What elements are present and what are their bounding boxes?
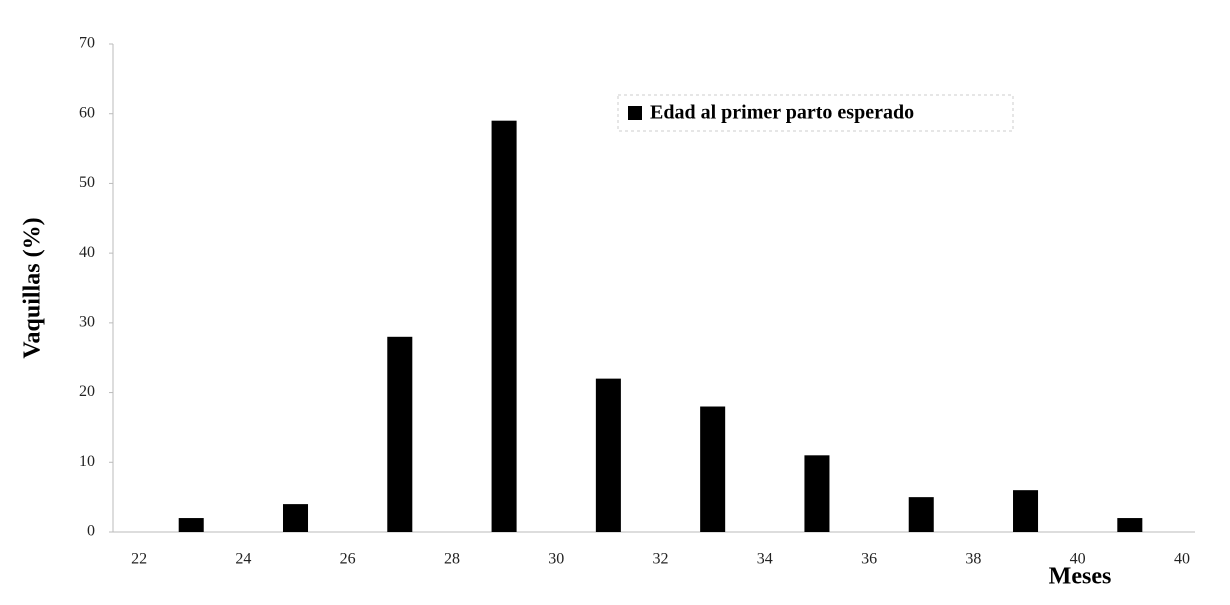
bar xyxy=(804,455,830,532)
x-tick-label: 32 xyxy=(653,551,669,568)
x-tick-label: 28 xyxy=(444,551,460,568)
x-tick-label: 34 xyxy=(757,551,773,568)
x-tick-label: 24 xyxy=(235,551,251,568)
x-tick-label: 22 xyxy=(131,551,147,568)
bar xyxy=(1117,518,1143,532)
bar xyxy=(387,336,413,532)
bar xyxy=(700,406,726,532)
legend-label: Edad al primer parto esperado xyxy=(650,102,914,124)
y-tick-label: 10 xyxy=(79,453,95,470)
x-tick-label: 40 xyxy=(1174,551,1190,568)
y-tick-label: 40 xyxy=(79,244,95,261)
y-tick-label: 20 xyxy=(79,383,95,400)
x-tick-label: 38 xyxy=(965,551,981,568)
x-tick-label: 36 xyxy=(861,551,877,568)
x-tick-label: 30 xyxy=(548,551,564,568)
y-tick-label: 0 xyxy=(87,523,95,540)
x-tick-label: 26 xyxy=(340,551,356,568)
bar xyxy=(595,378,621,532)
y-tick-label: 30 xyxy=(79,314,95,331)
x-tick-label: 40 xyxy=(1070,551,1086,568)
y-tick-label: 60 xyxy=(79,104,95,121)
legend-swatch xyxy=(628,106,642,120)
bar xyxy=(908,497,934,532)
bar xyxy=(491,120,517,532)
y-tick-label: 50 xyxy=(79,174,95,191)
bar xyxy=(1013,490,1039,532)
x-axis-title: Meses xyxy=(1049,564,1112,590)
bar xyxy=(282,504,309,532)
bar xyxy=(178,518,204,532)
y-axis-title: Vaquillas (%) xyxy=(20,217,46,358)
y-tick-label: 70 xyxy=(79,35,95,52)
